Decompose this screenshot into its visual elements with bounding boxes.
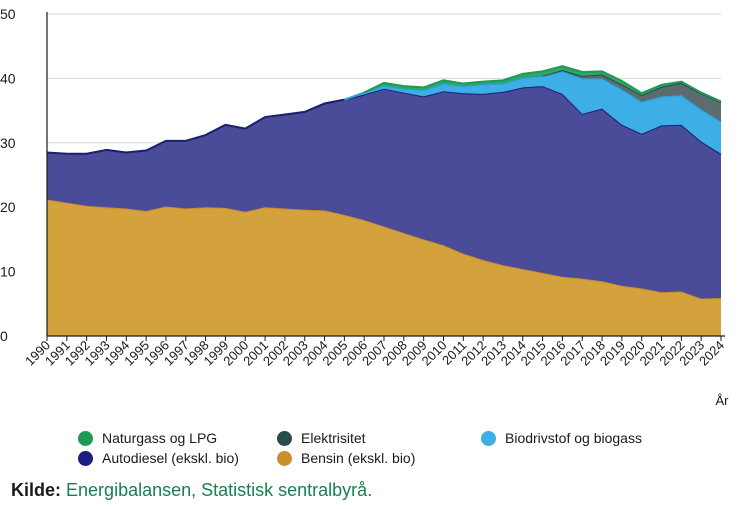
y-tick-label: 50: [0, 6, 16, 22]
legend-item-autodiesel: Autodiesel (ekskl. bio): [78, 449, 239, 467]
legend-label: Biodrivstof og biogass: [505, 430, 642, 446]
legend-dot-autodiesel-icon: [78, 450, 93, 466]
stacked-areas: [46, 65, 722, 336]
legend-item-elektrisitet: Elektrisitet: [277, 429, 366, 447]
y-tick-label: 20: [0, 199, 16, 215]
y-tick-label: 40: [0, 70, 16, 86]
legend-item-naturgass: Naturgass og LPG: [78, 429, 217, 447]
y-tick-label: 0: [0, 328, 8, 344]
area-line-4: [363, 65, 722, 103]
legend-label: Autodiesel (ekskl. bio): [102, 450, 239, 466]
legend-label: Naturgass og LPG: [102, 430, 218, 446]
area-series-2: [47, 71, 721, 154]
legend-label: Elektrisitet: [301, 430, 366, 446]
y-tick-label: 10: [0, 264, 16, 280]
x-axis-title: År: [716, 393, 730, 408]
legend-dot-biodrivstof-icon: [481, 430, 496, 446]
source-label: Kilde:: [11, 480, 62, 500]
legend-dot-naturgass-icon: [78, 430, 93, 446]
legend-dot-elektrisitet-icon: [277, 430, 292, 446]
legend-dot-bensin-icon: [277, 450, 292, 466]
legend-item-biodrivstof: Biodrivstof og biogass: [481, 429, 642, 447]
source-text: Energibalansen, Statistisk sentralbyrå.: [66, 480, 373, 500]
area-series-0: [47, 199, 721, 336]
area-chart: 0102030405019901991199219931994199519961…: [0, 6, 730, 408]
y-tick-label: 30: [0, 135, 16, 151]
legend-label: Bensin (ekskl. bio): [301, 450, 416, 466]
legend-item-bensin: Bensin (ekskl. bio): [277, 449, 415, 467]
source-line: Kilde: Energibalansen, Statistisk sentra…: [11, 480, 372, 501]
legend: Naturgass og LPG Elektrisitet Biodrivsto…: [78, 429, 718, 469]
area-series-1: [47, 86, 721, 299]
